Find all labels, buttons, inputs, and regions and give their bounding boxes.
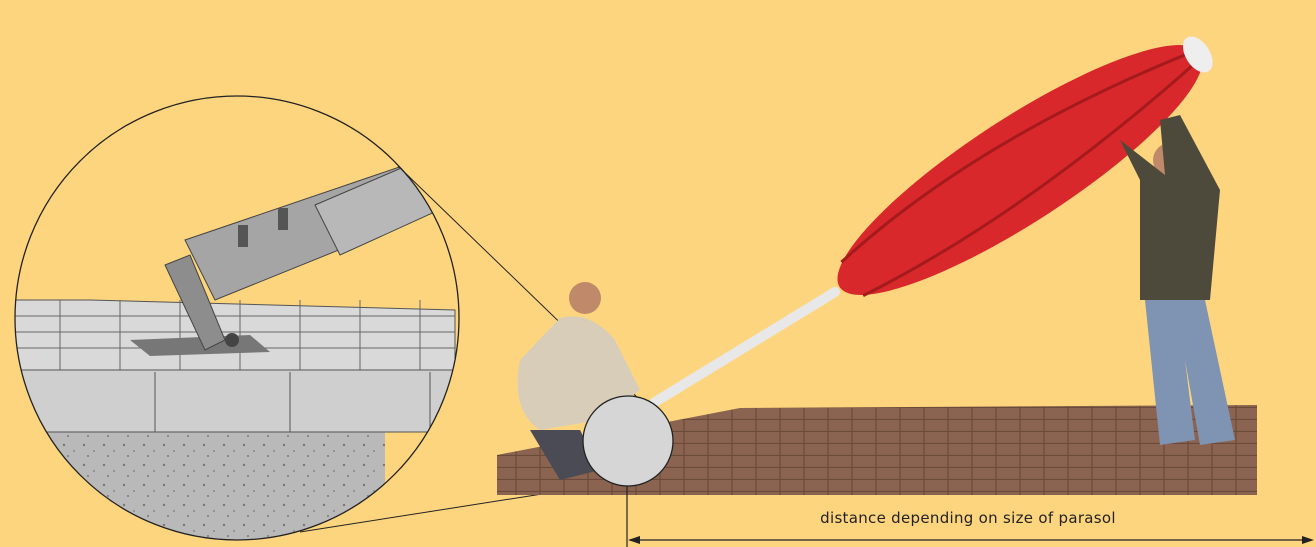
detail-marker <box>583 396 673 486</box>
dimension-label: distance depending on size of parasol <box>820 509 1116 527</box>
page: distance depending on size of parasol ((… <box>0 0 1316 547</box>
illustration: distance depending on size of parasol <box>0 0 1316 547</box>
